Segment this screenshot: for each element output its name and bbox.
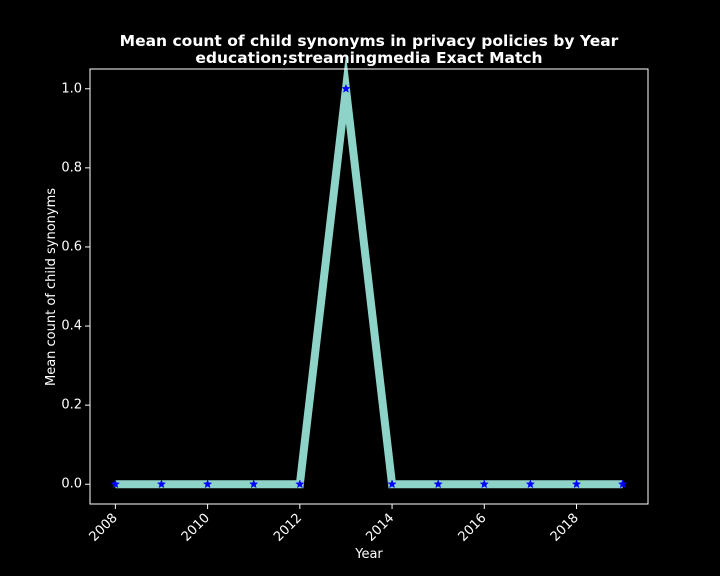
data-point: [110, 479, 121, 489]
data-point: [156, 479, 167, 489]
x-tick-label: 2016: [456, 511, 490, 545]
data-point: [202, 479, 213, 489]
data-point: [479, 479, 489, 489]
y-axis-label: Mean count of child synonyms: [44, 188, 59, 386]
x-tick-label: 2010: [179, 511, 213, 545]
data-point: [433, 479, 443, 489]
data-point: [525, 479, 536, 489]
x-axis-label: Year: [354, 547, 383, 562]
y-tick-label: 0.4: [61, 319, 82, 334]
chart-subtitle: education;streamingmedia Exact Match: [195, 49, 542, 67]
plot-area: 2008 2010 2012 2014 2016 2018 0.0 0.2 0.4 0.6 0.8 1…: [61, 54, 649, 545]
y-tick-label: 0.2: [61, 398, 82, 413]
y-tick-label: 0.8: [61, 160, 82, 175]
data-point: [387, 479, 397, 489]
y-tick-label: 0.0: [61, 477, 82, 492]
data-point: [295, 479, 305, 489]
data-point: [249, 479, 259, 489]
y-tick-label: 1.0: [61, 81, 82, 96]
data-point: [617, 479, 628, 489]
x-tick-label: 2018: [548, 511, 582, 545]
x-tick-label: 2012: [271, 511, 305, 545]
y-tick-label: 0.6: [61, 239, 82, 254]
x-tick-label: 2014: [363, 511, 397, 545]
axes-frame: [89, 68, 649, 505]
chart-title: Mean count of child synonyms in privacy …: [120, 32, 619, 50]
data-point: [341, 83, 351, 93]
data-line: [115, 54, 623, 489]
data-point: [571, 479, 582, 489]
x-tick-label: 2008: [87, 511, 121, 545]
